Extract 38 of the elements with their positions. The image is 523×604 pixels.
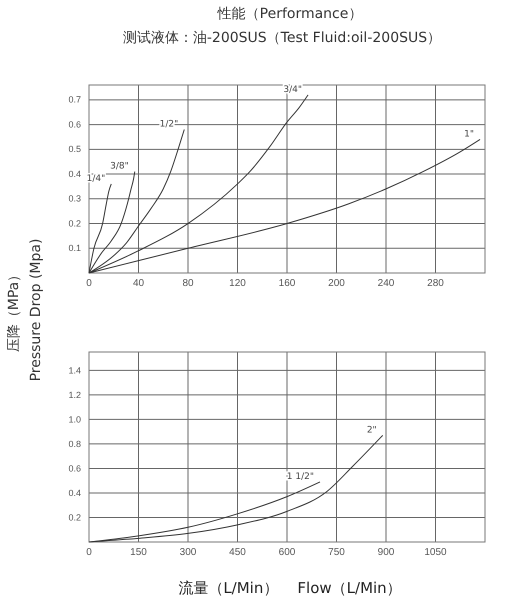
chart-subtitle: 测试液体：油-200SUS（Test Fluid:oil-200SUS） — [122, 30, 442, 46]
series-label: 3/8" — [110, 162, 129, 172]
x-tick-label: 1050 — [424, 547, 448, 558]
x-axis-title: 流量（L/Min） Flow（L/Min） — [178, 579, 402, 597]
x-tick-label: 150 — [130, 547, 148, 558]
x-tick-label: 0 — [86, 278, 92, 290]
series-label: 1 1/2" — [286, 472, 314, 482]
y-tick-label: 1.0 — [68, 414, 81, 424]
x-tick-label: 900 — [378, 547, 395, 558]
x-tick-label: 80 — [182, 278, 194, 290]
y-tick-label: 0.4 — [68, 488, 81, 498]
x-tick-label: 120 — [229, 278, 246, 290]
y-tick-label: 1.2 — [68, 390, 81, 400]
y-tick-label: 1.4 — [68, 365, 81, 376]
x-tick-label: 0 — [86, 547, 92, 558]
series-label: 1" — [464, 129, 474, 140]
x-tick-label: 40 — [132, 278, 144, 290]
y-axis-title: 压降（MPa） Pressure Drop (Mpa) — [6, 238, 44, 382]
y-tick-label: 0.8 — [68, 438, 81, 449]
chart-title: 性能（Performance） — [216, 6, 362, 22]
y-tick-label: 0.4 — [68, 168, 81, 179]
y-tick-label: 0.3 — [68, 194, 81, 204]
x-tick-label: 450 — [229, 547, 246, 558]
y-tick-label: 0.6 — [68, 463, 81, 474]
y-tick-label: 0.2 — [68, 512, 81, 522]
x-tick-label: 280 — [427, 278, 444, 290]
y-tick-label: 0.2 — [68, 218, 81, 228]
x-tick-label: 600 — [278, 547, 296, 558]
y-tick-label: 0.7 — [68, 94, 81, 105]
y-tick-label: 0.5 — [68, 144, 81, 154]
y-tick-label: 0.1 — [68, 243, 81, 254]
x-tick-label: 300 — [180, 547, 197, 558]
series-label: 2" — [366, 425, 377, 436]
x-tick-label: 240 — [378, 278, 395, 290]
x-tick-label: 160 — [278, 278, 296, 290]
y-tick-label: 0.6 — [68, 119, 81, 130]
x-tick-label: 200 — [328, 278, 346, 290]
x-tick-label: 750 — [328, 547, 346, 558]
